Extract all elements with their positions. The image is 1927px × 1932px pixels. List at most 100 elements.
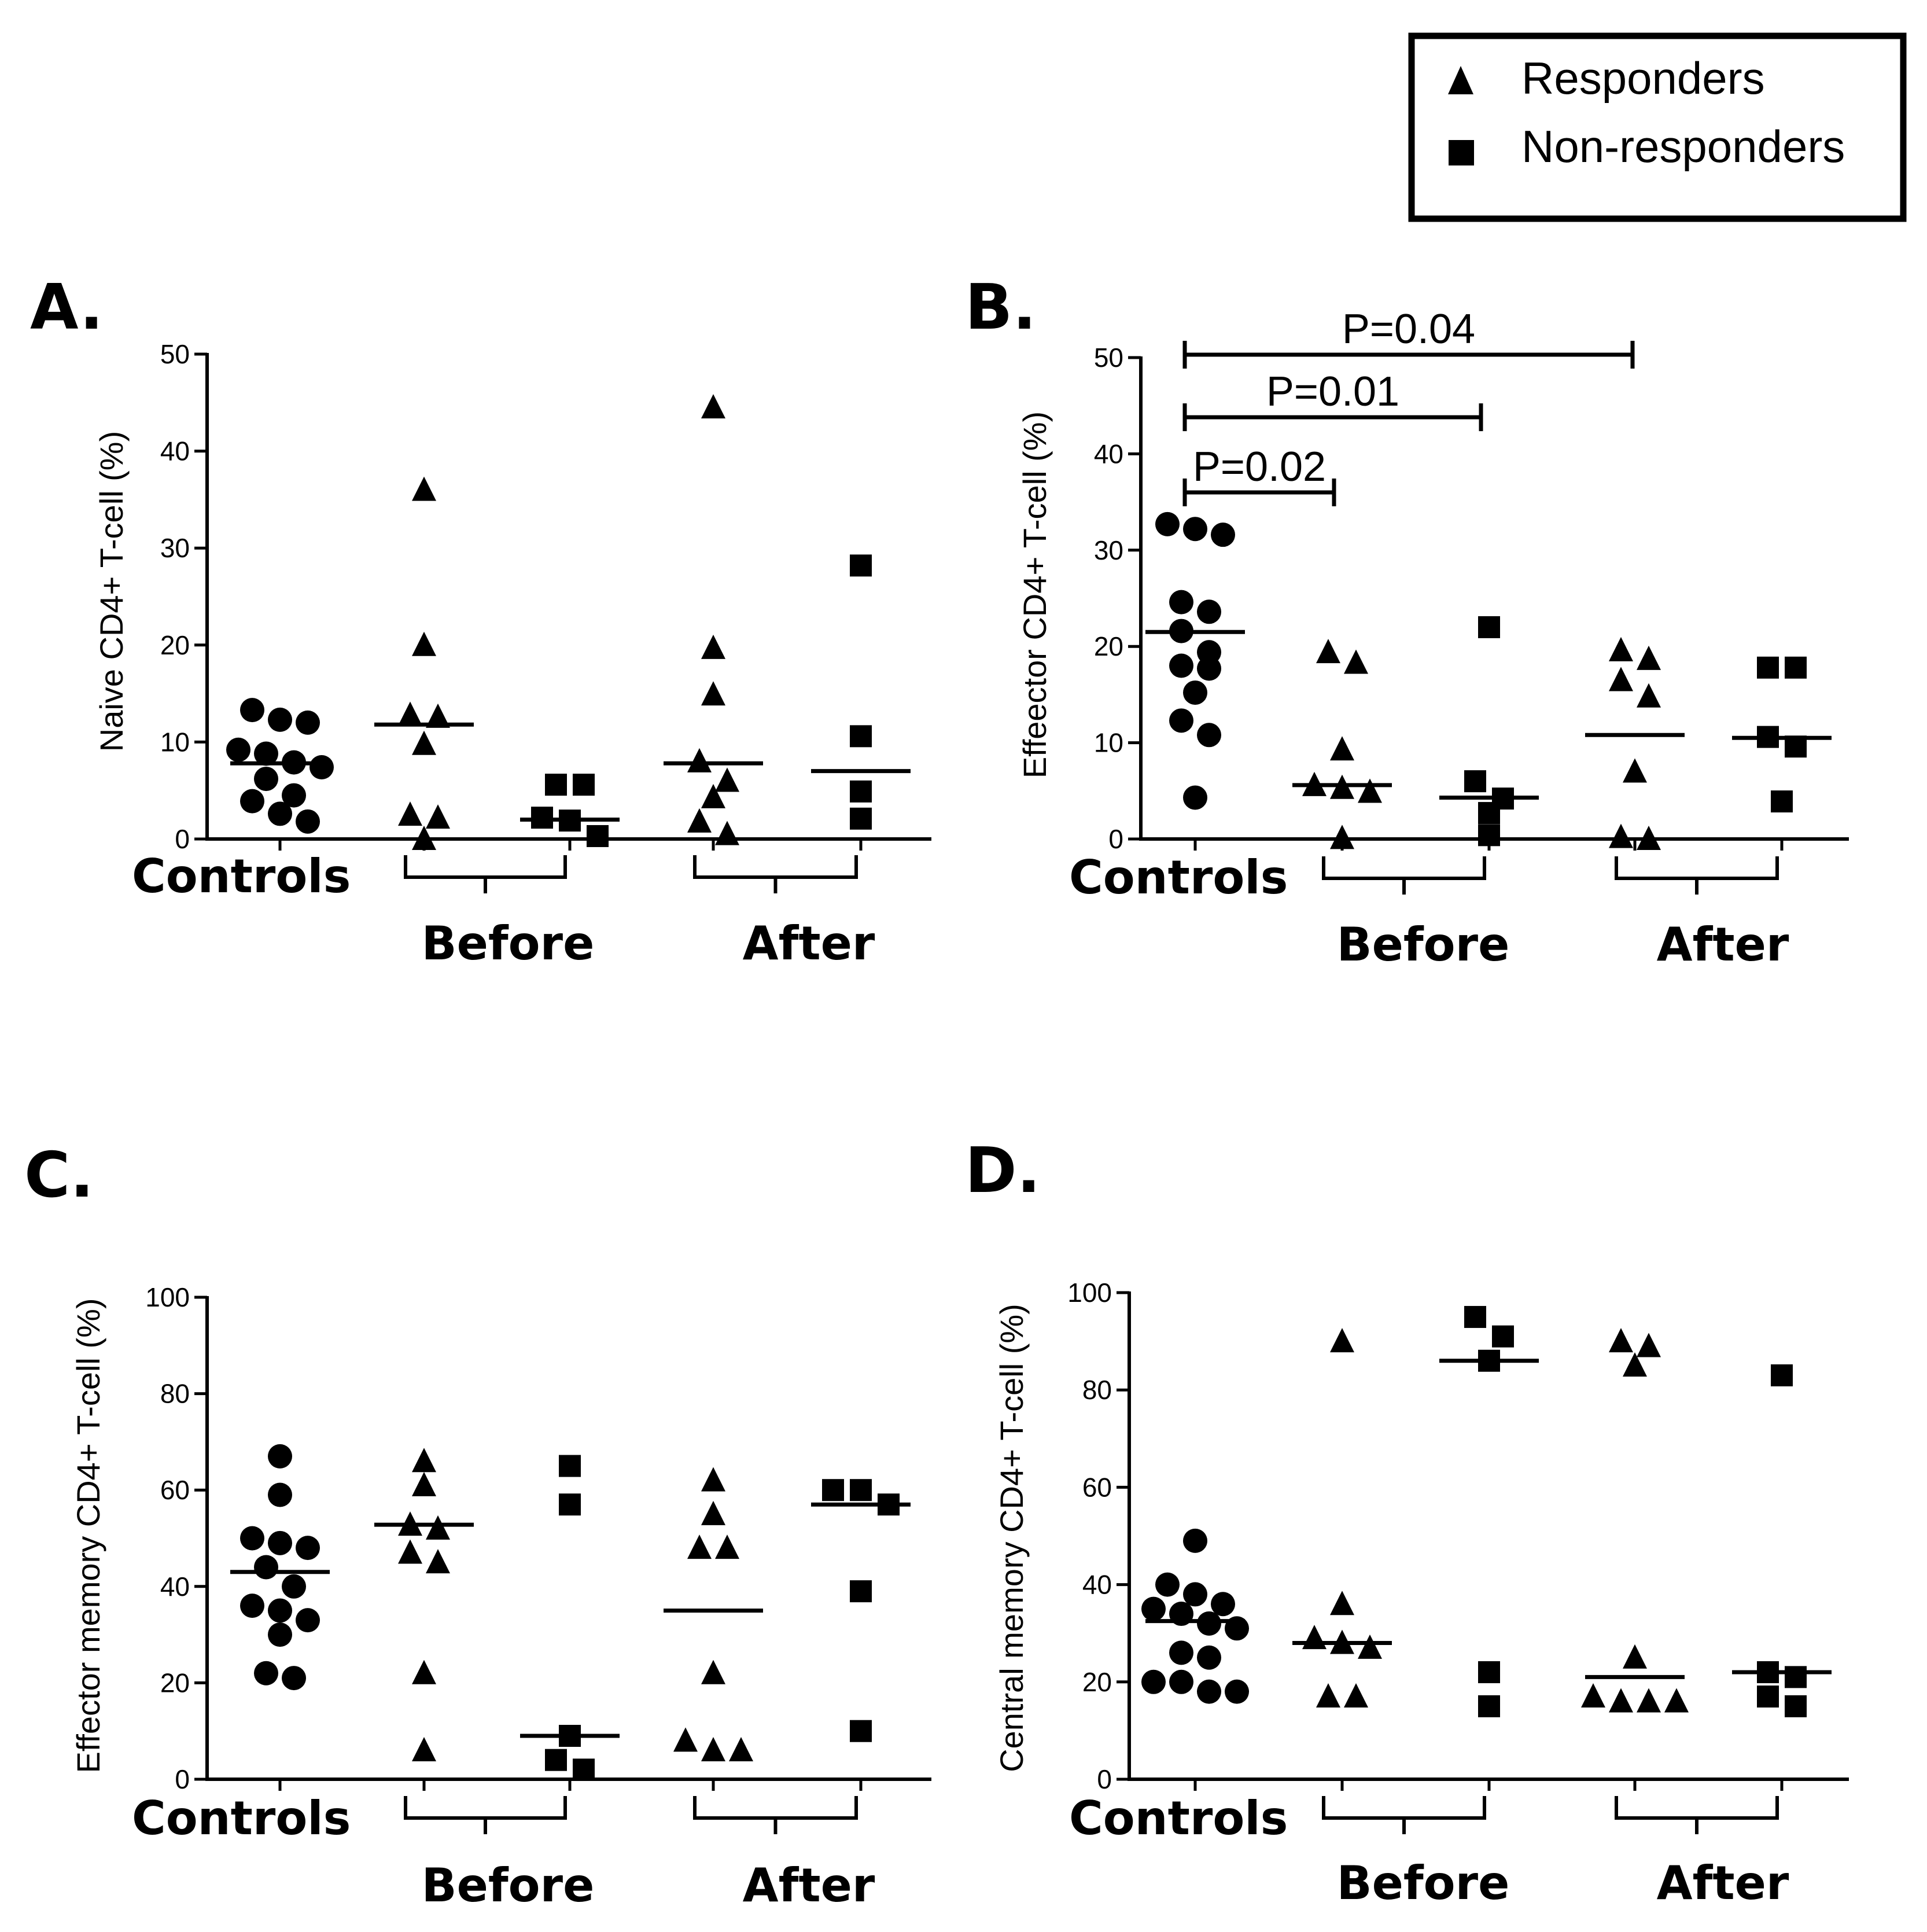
panel-d-y-tick-label: 0	[1097, 1764, 1112, 1794]
panel-a-triangle-point	[715, 820, 739, 845]
panel-a-square-point	[850, 554, 872, 577]
panel-d-circle-point	[1197, 1611, 1221, 1636]
panel-a-triangle-point	[412, 631, 436, 656]
panel-c-square-point	[559, 1493, 581, 1516]
panel-b-square-point	[1478, 802, 1500, 825]
panel-b-circle-point	[1183, 517, 1207, 542]
panel-b-triangle-point	[1637, 826, 1661, 850]
panel-c-circle-point	[282, 1574, 306, 1599]
panel-c-after-label: After	[743, 1859, 875, 1912]
panel-c-before-label: Before	[422, 1859, 595, 1912]
panel-b-triangle-point	[1623, 758, 1647, 783]
panel-a-after-bracket	[693, 855, 858, 893]
panel-c-label: C.	[24, 1139, 94, 1212]
panel-b-circle-point	[1155, 511, 1180, 536]
panel-d-y-tick-label: 80	[1082, 1375, 1112, 1405]
panel-b-after-label: After	[1657, 918, 1789, 971]
panel-b-y-tick-label: 0	[1108, 824, 1123, 854]
panel-a-y-tick-label: 20	[160, 630, 190, 660]
panel-c-y-tick-label: 60	[160, 1475, 190, 1505]
panel-a-circle-point	[310, 755, 334, 779]
panel-c-controls-label: Controls	[132, 1791, 351, 1845]
panel-b: B. Effeector CD4+ T-cell (%) Controls Be…	[965, 271, 1849, 971]
panel-d-circle-point	[1169, 1640, 1193, 1665]
panel-d-square-point	[1464, 1306, 1486, 1329]
panel-d-triangle-point	[1344, 1683, 1368, 1708]
panel-a-triangle-point	[687, 808, 712, 833]
legend-label-non-responders: Non-responders	[1521, 121, 1845, 172]
panel-b-before-label: Before	[1337, 918, 1510, 971]
panel-d-circle-point	[1169, 1669, 1193, 1694]
panel-b-y-tick-label: 50	[1094, 343, 1123, 373]
panel-d-circle-point	[1155, 1572, 1180, 1597]
panel-b-annotation-label: P=0.04	[1342, 306, 1475, 352]
panel-d-square-point	[1785, 1695, 1807, 1717]
panel-d-triangle-point	[1302, 1625, 1327, 1650]
panel-a-triangle-point	[398, 801, 422, 826]
panel-c-circle-point	[254, 1661, 278, 1686]
legend: Responders Non-responders	[1408, 32, 1907, 222]
panel-b-square-point	[1757, 656, 1779, 679]
panel-d-y-tick-label: 100	[1067, 1278, 1112, 1308]
panel-d-square-point	[1771, 1364, 1793, 1386]
panel-a-triangle-point	[412, 730, 436, 755]
panel-c-triangle-point	[426, 1515, 450, 1540]
panel-a-y-tick-label: 50	[160, 339, 190, 369]
panel-d-triangle-point	[1664, 1688, 1689, 1713]
panel-b-y-tick-label: 40	[1094, 439, 1123, 469]
panel-a-square-point	[573, 774, 595, 796]
panel-c-y-tick-label: 100	[145, 1282, 190, 1312]
panel-c-triangle-point	[701, 1467, 725, 1492]
panel-d-triangle-point	[1330, 1328, 1354, 1353]
panel-d-triangle-point	[1609, 1328, 1633, 1353]
panel-c-triangle-point	[412, 1659, 436, 1684]
panel-b-triangle-point	[1358, 778, 1382, 803]
panel-c-square-point	[822, 1479, 844, 1502]
panel-c-triangle-point	[729, 1737, 753, 1762]
panel-d-circle-point	[1225, 1679, 1249, 1704]
panel-b-annotation-label: P=0.01	[1266, 369, 1399, 415]
panel-a-circle-point	[226, 737, 250, 762]
panel-c-triangle-point	[426, 1549, 450, 1574]
panel-d-circle-point	[1197, 1679, 1221, 1704]
panel-d-before-label: Before	[1337, 1856, 1510, 1910]
panel-d-square-point	[1478, 1661, 1500, 1683]
panel-a-after-label: After	[743, 917, 875, 970]
panel-d-plot: 0 20 40 60 80 100	[1067, 1278, 1849, 1834]
panel-a-triangle-point	[426, 804, 450, 829]
panel-a-circle-point	[268, 801, 292, 826]
panel-c-square-point	[545, 1749, 567, 1771]
panel-d-square-point	[1492, 1325, 1514, 1348]
panel-d-after-label: After	[1657, 1856, 1789, 1910]
panel-a-triangle-point	[701, 783, 725, 808]
panel-b-y-tick-label: 10	[1094, 728, 1123, 758]
panel-c-square-point	[850, 1479, 872, 1502]
panel-b-y-tick-label: 30	[1094, 535, 1123, 565]
panel-c-triangle-point	[412, 1737, 436, 1762]
panel-b-circle-point	[1183, 785, 1207, 810]
panel-c-circle-point	[254, 1555, 278, 1580]
panel-a-circle-point	[296, 710, 320, 735]
panel-a-triangle-point	[412, 826, 436, 850]
panel-b-circle-point	[1197, 656, 1221, 681]
panel-d-triangle-point	[1609, 1688, 1633, 1713]
panel-d-square-point	[1757, 1686, 1779, 1708]
panel-b-circle-point	[1169, 590, 1193, 614]
panel-c-circle-point	[268, 1598, 292, 1623]
panel-c-triangle-point	[701, 1737, 725, 1762]
panel-b-y-axis-label: Effeector CD4+ T-cell (%)	[1016, 411, 1053, 778]
panel-b-plot: 0 10 20 30 40 50 P=0.04 P=0.01 P=0.02	[1094, 306, 1849, 895]
panel-c-y-tick-label: 0	[175, 1764, 190, 1794]
panel-d-y-tick-label: 40	[1082, 1570, 1112, 1600]
panel-c-circle-point	[240, 1594, 264, 1618]
panel-c-triangle-point	[412, 1471, 436, 1496]
panel-d-triangle-point	[1330, 1591, 1354, 1615]
panel-b-circle-point	[1197, 723, 1221, 748]
panel-c-circle-point	[282, 1666, 306, 1691]
panel-c-square-point	[559, 1455, 581, 1477]
legend-box	[1408, 32, 1907, 222]
panel-b-triangle-point	[1330, 736, 1354, 761]
panel-a-y-axis-label: Naive CD4+ T-cell (%)	[93, 431, 130, 752]
panel-a-y-tick-label: 40	[160, 436, 190, 466]
